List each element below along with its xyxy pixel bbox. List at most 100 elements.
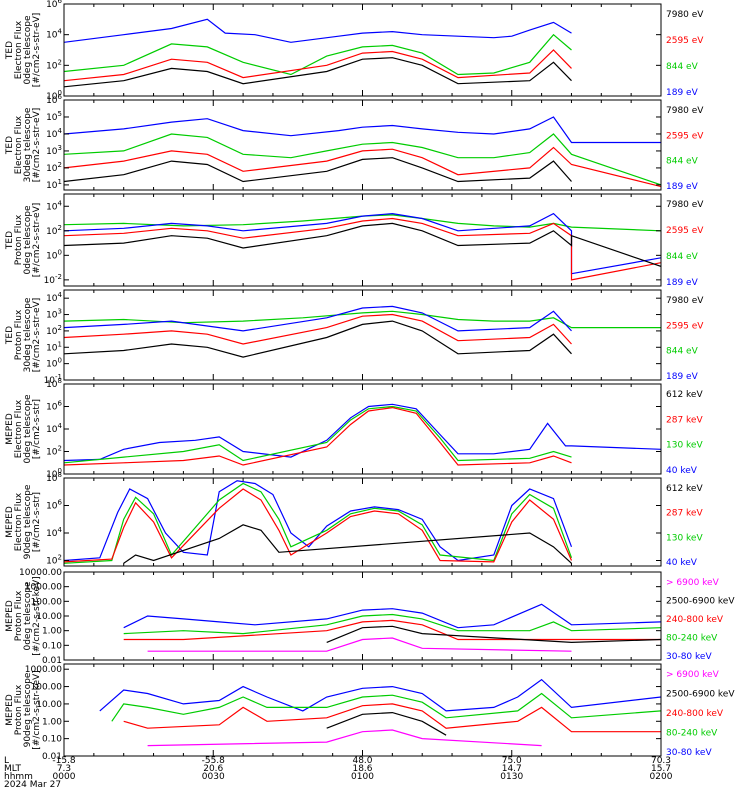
y-axis-label-line: Proton Flux xyxy=(14,590,24,641)
x-tick-label-MLT: 20.6 xyxy=(203,764,223,774)
y-axis-label-line: [#/cm2-s-str-eV] xyxy=(32,203,42,278)
y-axis-label-line: Proton Flux xyxy=(14,214,24,265)
y-tick-label: 106 xyxy=(46,499,62,512)
y-tick-label: 106 xyxy=(46,0,62,10)
legend-label: 240-800 keV xyxy=(666,709,724,719)
y-tick-label: 102 xyxy=(46,58,62,71)
y-tick-label: 104 xyxy=(46,422,62,435)
x-row-label-MLT: MLT xyxy=(4,764,22,774)
y-axis-label-line: Electron Flux xyxy=(14,399,24,458)
series-line-3 xyxy=(64,146,661,188)
y-tick-label: 101 xyxy=(46,340,62,353)
series-line-3 xyxy=(64,49,572,82)
y-axis-label-line: Electron Flux xyxy=(14,492,24,551)
legend-label: 844 eV xyxy=(666,252,699,262)
y-axis-label-line: 90deg telescope xyxy=(23,672,33,747)
y-axis-label-line: 30deg telescope xyxy=(23,297,33,372)
panel-3: 10-2 100 102 104 TED Proton Flux 0deg telescop… xyxy=(5,193,704,288)
series-group xyxy=(64,18,572,88)
y-axis-label-line: Proton Flux xyxy=(14,684,24,735)
series-group xyxy=(64,116,661,188)
y-tick-label: 0.10 xyxy=(42,641,62,651)
y-tick-label: 1.00 xyxy=(42,717,62,727)
y-tick-label: 100.00 xyxy=(31,597,63,607)
series-line-3 xyxy=(64,488,573,563)
x-tick-label-hhmm: 0030 xyxy=(202,772,225,782)
legend-label: 287 keV xyxy=(666,415,703,425)
legend-label: 844 eV xyxy=(666,62,699,72)
legend-label: 7980 eV xyxy=(666,200,704,210)
y-axis-label-line: 0deg telescope xyxy=(23,205,33,275)
series-line-3 xyxy=(123,619,661,641)
x-tick-label-L: -55.8 xyxy=(202,756,226,766)
y-tick-label: 1000.00 xyxy=(25,665,62,675)
y-axis-label-line: MEPED xyxy=(5,506,15,538)
legend-label: 80-240 keV xyxy=(666,634,718,644)
legend-label: 40 keV xyxy=(666,466,698,476)
series-line-1 xyxy=(99,678,661,712)
y-axis-label-line: [#/cm2-s-str-keV] xyxy=(32,576,42,655)
series-line-2 xyxy=(111,692,661,722)
panel-7: 0.010.101.0010.00100.001000.0010000.00ME… xyxy=(5,568,735,666)
legend-label: 7980 eV xyxy=(666,296,704,306)
y-tick-label: 10.00 xyxy=(36,612,62,622)
series-line-2 xyxy=(64,133,661,186)
y-axis-label-line: [#/cm2-s-str-eV] xyxy=(32,13,42,88)
y-axis-label-line: TED xyxy=(5,41,15,60)
y-axis-label-line: MEPED xyxy=(5,600,15,632)
y-tick-label: 106 xyxy=(46,400,62,413)
series-line-4 xyxy=(326,711,447,736)
y-axis-label-line: 0deg telescope xyxy=(23,15,33,85)
x-tick-label-MLT: 7.3 xyxy=(57,764,71,774)
y-axis-label-line: [#/cm2-s-str-eV] xyxy=(32,108,42,183)
series-line-3 xyxy=(123,703,661,733)
legend-label: 7980 eV xyxy=(666,106,704,116)
series-line-1 xyxy=(64,18,572,43)
series-line-1 xyxy=(64,480,573,562)
y-tick-label: 104 xyxy=(46,291,62,304)
legend-label: 189 eV xyxy=(666,182,699,192)
y-tick-label: 10000.00 xyxy=(19,568,62,578)
y-tick-label: 10.00 xyxy=(36,700,62,710)
series-line-1 xyxy=(64,214,661,232)
x-tick-label-hhmm: 0100 xyxy=(351,772,374,782)
y-axis-label: MEPED Electron Flux 90deg telescope [#/cm2-… xyxy=(5,484,42,559)
series-line-1 xyxy=(64,403,661,462)
series-line-4 xyxy=(64,157,572,183)
y-tick-label: 105 xyxy=(46,110,62,123)
series-line-2 xyxy=(64,305,572,332)
legend-label: > 6900 keV xyxy=(666,578,720,588)
legend-label: 30-80 keV xyxy=(666,748,712,758)
y-tick-label: 102 xyxy=(46,161,62,174)
legend-label: 189 eV xyxy=(666,372,699,382)
y-axis-label-line: TED xyxy=(5,231,15,250)
y-axis-label-line: [#/cm2-s-str-keV] xyxy=(32,670,42,749)
legend-label: 30-80 keV xyxy=(666,652,712,662)
series-line-5 xyxy=(147,637,572,652)
y-axis-label-line: Electron Flux xyxy=(14,115,24,174)
x-tick-label-L: 48.0 xyxy=(352,756,372,766)
y-tick-label: 101 xyxy=(46,178,62,191)
y-axis-label-line: [#/cm2-s-str] xyxy=(32,399,42,459)
legend-label: 612 keV xyxy=(666,484,703,494)
x-tick-label-hhmm: 0130 xyxy=(500,772,523,782)
legend-label: 7980 eV xyxy=(666,10,704,20)
panel-frame xyxy=(63,383,662,475)
y-axis-label-line: MEPED xyxy=(5,694,15,726)
legend-label: 2595 eV xyxy=(666,131,704,141)
y-axis-label-line: 90deg telescope xyxy=(23,484,33,559)
y-tick-label: 102 xyxy=(46,554,62,567)
series-line-2 xyxy=(64,405,572,464)
y-axis-label-line: Electron Flux xyxy=(14,20,24,79)
series-line-3 xyxy=(64,313,572,345)
y-axis-label-line: TED xyxy=(5,326,15,345)
series-line-4 xyxy=(326,625,661,644)
y-tick-label: 102 xyxy=(46,445,62,458)
y-tick-label: 1.00 xyxy=(42,627,62,637)
series-group xyxy=(64,480,573,564)
x-tick-label-L: 70.3 xyxy=(651,756,671,766)
